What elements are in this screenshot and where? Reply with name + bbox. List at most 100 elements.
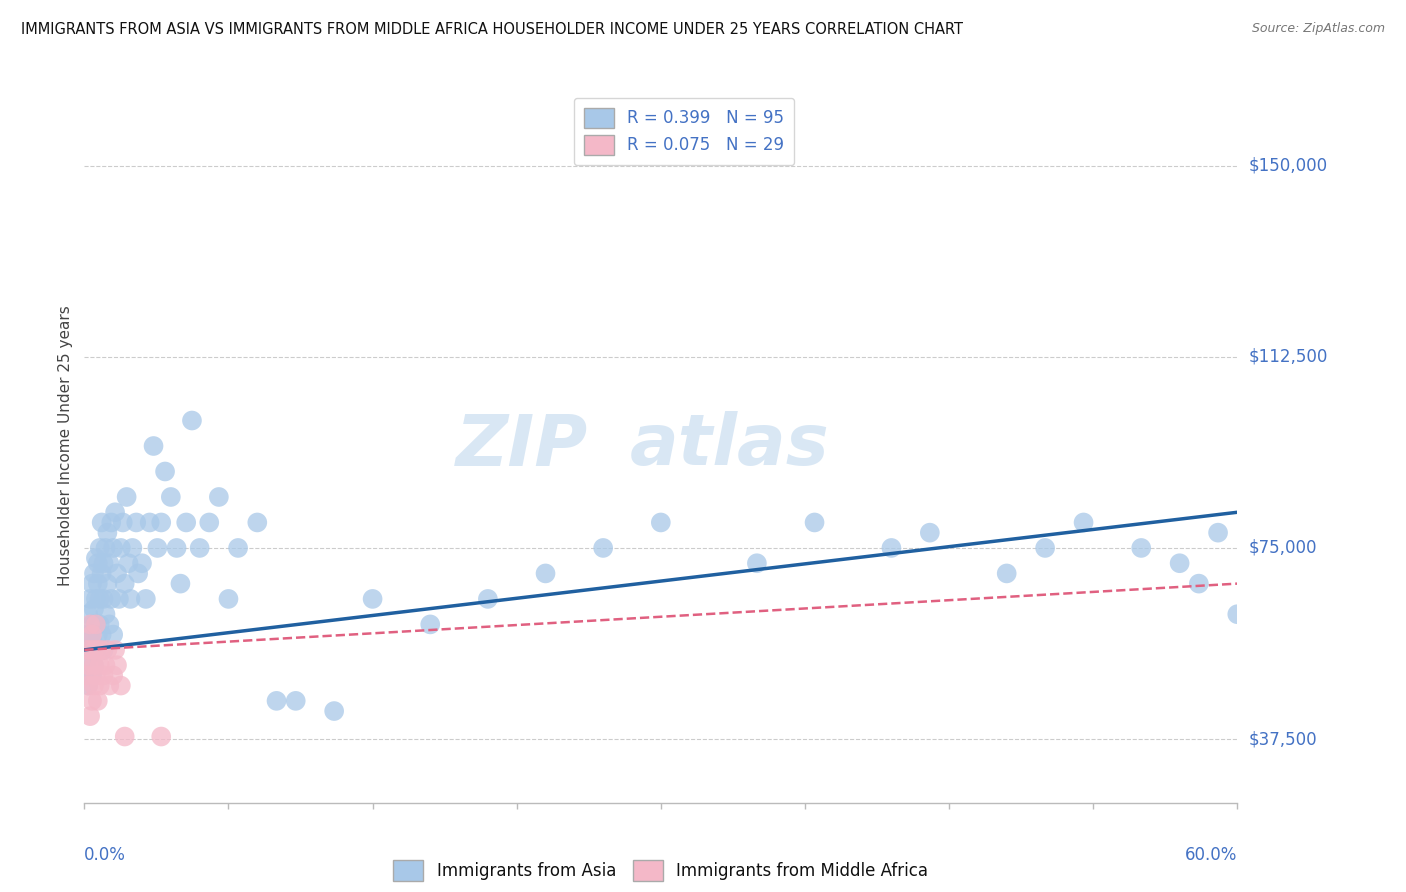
Point — [1073, 516, 1095, 530]
Point — [83, 602, 105, 616]
Point — [96, 525, 118, 540]
Point — [87, 694, 110, 708]
Point — [103, 668, 124, 682]
Text: $112,500: $112,500 — [1249, 348, 1327, 366]
Text: IMMIGRANTS FROM ASIA VS IMMIGRANTS FROM MIDDLE AFRICA HOUSEHOLDER INCOME UNDER 2: IMMIGRANTS FROM ASIA VS IMMIGRANTS FROM … — [21, 22, 963, 37]
Point — [84, 617, 107, 632]
Point — [98, 679, 121, 693]
Point — [79, 658, 101, 673]
Point — [80, 694, 103, 708]
Point — [90, 566, 112, 581]
Point — [650, 516, 672, 530]
Point — [80, 576, 103, 591]
Point — [77, 679, 100, 693]
Point — [94, 658, 117, 673]
Point — [83, 643, 105, 657]
Text: Source: ZipAtlas.com: Source: ZipAtlas.com — [1251, 22, 1385, 36]
Point — [83, 643, 105, 657]
Point — [208, 490, 231, 504]
Point — [104, 505, 127, 519]
Point — [77, 658, 100, 673]
Point — [84, 551, 107, 566]
Point — [266, 694, 288, 708]
Point — [80, 627, 103, 641]
Point — [361, 591, 384, 606]
Point — [115, 490, 138, 504]
Point — [93, 643, 115, 657]
Point — [79, 627, 101, 641]
Point — [84, 591, 107, 606]
Point — [93, 556, 115, 570]
Point — [105, 658, 128, 673]
Point — [1206, 525, 1229, 540]
Text: $150,000: $150,000 — [1249, 157, 1327, 175]
Point — [98, 556, 121, 570]
Point — [135, 591, 157, 606]
Point — [120, 591, 142, 606]
Point — [89, 679, 111, 693]
Point — [181, 413, 204, 427]
Point — [83, 658, 105, 673]
Point — [1130, 541, 1153, 555]
Point — [89, 541, 111, 555]
Point — [83, 566, 105, 581]
Y-axis label: Householder Income Under 25 years: Householder Income Under 25 years — [58, 306, 73, 586]
Point — [87, 627, 110, 641]
Point — [803, 516, 825, 530]
Point — [79, 643, 101, 657]
Text: ZIP: ZIP — [457, 411, 589, 481]
Point — [87, 643, 110, 657]
Point — [125, 516, 148, 530]
Point — [89, 617, 111, 632]
Point — [77, 643, 100, 657]
Point — [110, 679, 132, 693]
Point — [217, 591, 239, 606]
Point — [108, 591, 131, 606]
Point — [79, 591, 101, 606]
Text: 0.0%: 0.0% — [84, 846, 127, 863]
Point — [918, 525, 941, 540]
Point — [1188, 576, 1211, 591]
Point — [419, 617, 441, 632]
Point — [131, 556, 153, 570]
Point — [111, 516, 134, 530]
Point — [745, 556, 768, 570]
Point — [87, 576, 110, 591]
Point — [83, 658, 105, 673]
Point — [80, 668, 103, 682]
Point — [198, 516, 221, 530]
Point — [94, 607, 117, 622]
Point — [89, 591, 111, 606]
Point — [83, 679, 105, 693]
Text: $37,500: $37,500 — [1249, 730, 1317, 748]
Point — [87, 556, 110, 570]
Point — [80, 617, 103, 632]
Point — [1226, 607, 1249, 622]
Text: atlas: atlas — [630, 411, 830, 481]
Point — [84, 668, 107, 682]
Point — [150, 730, 173, 744]
Point — [75, 627, 97, 641]
Point — [534, 566, 557, 581]
Point — [93, 591, 115, 606]
Point — [80, 632, 103, 647]
Point — [142, 439, 165, 453]
Point — [146, 541, 169, 555]
Point — [84, 617, 107, 632]
Point — [174, 516, 197, 530]
Point — [121, 541, 143, 555]
Point — [166, 541, 188, 555]
Point — [75, 668, 97, 682]
Point — [87, 643, 110, 657]
Point — [79, 643, 101, 657]
Point — [110, 541, 132, 555]
Point — [226, 541, 249, 555]
Text: $75,000: $75,000 — [1249, 539, 1317, 557]
Legend: Immigrants from Asia, Immigrants from Middle Africa: Immigrants from Asia, Immigrants from Mi… — [387, 854, 935, 888]
Point — [995, 566, 1018, 581]
Point — [1033, 541, 1056, 555]
Point — [159, 490, 183, 504]
Point — [75, 643, 97, 657]
Point — [103, 627, 124, 641]
Point — [105, 566, 128, 581]
